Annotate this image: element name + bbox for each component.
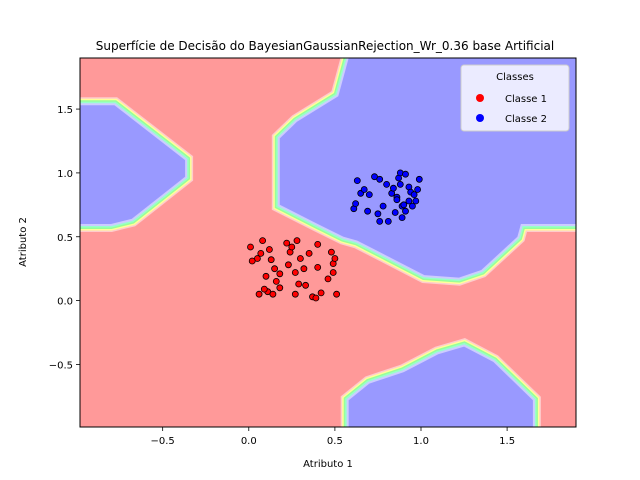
point-classe-1 <box>295 280 303 288</box>
point-classe-2 <box>364 207 372 215</box>
legend-title: Classes <box>496 72 534 83</box>
point-classe-2 <box>405 197 413 205</box>
point-classe-2 <box>414 186 422 193</box>
point-classe-2 <box>353 177 361 185</box>
point-classe-1 <box>259 237 267 245</box>
point-classe-2 <box>402 170 409 178</box>
point-classe-1 <box>248 257 256 265</box>
point-classe-2 <box>352 200 360 208</box>
point-classe-2 <box>389 184 397 192</box>
y-tick-label: −0.5 <box>49 360 73 371</box>
point-classe-1 <box>314 240 322 248</box>
y-tick-label: 1.5 <box>57 105 73 116</box>
legend-box <box>460 64 570 132</box>
point-classe-1 <box>296 255 304 262</box>
point-classe-1 <box>255 290 263 298</box>
point-classe-2 <box>393 196 401 204</box>
point-classe-2 <box>376 175 384 183</box>
plot-frame <box>79 57 577 428</box>
class-2-region-0 <box>80 97 194 232</box>
point-classe-1 <box>327 248 335 256</box>
point-classe-2 <box>396 180 404 188</box>
x-tick-label: 0.5 <box>327 436 343 447</box>
class-2-region-fill <box>80 105 186 224</box>
point-classe-1 <box>333 290 341 298</box>
point-classe-1 <box>260 285 268 293</box>
x-tick-label: 1.5 <box>499 436 515 447</box>
point-classe-1 <box>314 263 322 271</box>
class-2-region-2 <box>340 338 541 427</box>
point-classe-2 <box>408 202 416 210</box>
x-tick-label: 1.0 <box>413 436 429 447</box>
point-classe-1 <box>262 272 270 280</box>
point-classe-1 <box>257 249 265 257</box>
class-2-region-fill <box>348 346 533 427</box>
point-classe-1 <box>265 246 273 253</box>
point-classe-1 <box>267 256 275 264</box>
point-classe-1 <box>288 243 296 251</box>
chart-title: Superfície de Decisão do BayesianGaussia… <box>96 39 554 53</box>
x-tick-label: 0.0 <box>241 436 257 447</box>
point-classe-1 <box>272 277 280 285</box>
point-classe-1 <box>291 290 299 298</box>
legend-label-classe-2: Classe 2 <box>505 114 547 125</box>
point-classe-2 <box>360 186 368 193</box>
point-classe-2 <box>412 197 420 205</box>
point-classe-2 <box>379 202 387 210</box>
point-classe-2 <box>398 214 406 222</box>
point-classe-2 <box>365 191 373 199</box>
y-axis-ticks: −0.5 0.0 0.5 1.0 1.5 <box>49 105 80 371</box>
point-classe-2 <box>410 191 418 199</box>
y-tick-label: 0.5 <box>57 233 73 244</box>
point-classe-1 <box>302 281 310 289</box>
point-classe-1 <box>317 289 325 297</box>
point-classe-1 <box>312 294 320 302</box>
point-classe-1 <box>305 249 313 257</box>
point-classe-1 <box>329 269 337 276</box>
y-axis-label: Atributo 2 <box>18 217 29 267</box>
legend-marker-classe-1 <box>476 94 484 102</box>
scatter-points <box>247 169 423 302</box>
legend-marker-classe-2 <box>476 114 484 122</box>
point-classe-1 <box>271 265 279 273</box>
point-classe-2 <box>374 210 382 218</box>
x-axis-label: Atributo 1 <box>303 459 353 470</box>
point-classe-1 <box>300 265 308 273</box>
x-axis-ticks: −0.5 0.0 0.5 1.0 1.5 <box>151 427 515 447</box>
point-classe-1 <box>293 237 301 245</box>
point-classe-1 <box>324 275 332 283</box>
point-classe-1 <box>269 290 277 298</box>
point-classe-2 <box>383 180 391 188</box>
y-tick-label: 1.0 <box>57 169 73 180</box>
point-classe-1 <box>276 270 284 278</box>
point-classe-1 <box>276 284 284 292</box>
point-classe-2 <box>402 207 409 215</box>
point-classe-2 <box>400 201 408 209</box>
point-classe-1 <box>331 255 339 262</box>
point-classe-2 <box>384 217 392 225</box>
point-classe-1 <box>291 269 299 276</box>
point-classe-1 <box>247 243 254 251</box>
point-classe-2 <box>415 175 423 183</box>
point-classe-1 <box>284 261 292 269</box>
point-classe-2 <box>371 173 378 181</box>
point-classe-1 <box>283 239 291 247</box>
y-tick-label: 0.0 <box>57 297 73 308</box>
point-classe-2 <box>391 209 399 216</box>
point-classe-2 <box>376 217 384 225</box>
legend-label-classe-1: Classe 1 <box>505 94 547 105</box>
x-tick-label: −0.5 <box>151 436 175 447</box>
legend: Classes Classe 1 Classe 2 <box>460 64 570 132</box>
